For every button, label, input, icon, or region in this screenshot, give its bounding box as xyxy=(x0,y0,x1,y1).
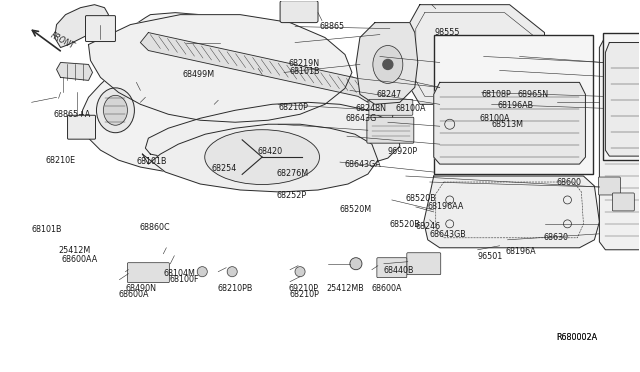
Text: 68100A: 68100A xyxy=(396,104,426,113)
Text: 98555: 98555 xyxy=(435,28,460,37)
Circle shape xyxy=(383,60,393,70)
Polygon shape xyxy=(145,102,400,172)
Text: 68600: 68600 xyxy=(556,178,581,187)
Text: 68499M: 68499M xyxy=(182,70,215,79)
Text: 68600AA: 68600AA xyxy=(61,255,98,264)
FancyBboxPatch shape xyxy=(377,258,407,278)
Text: 68248N: 68248N xyxy=(355,104,386,113)
Text: 68196AA: 68196AA xyxy=(428,202,463,211)
Text: FRONT: FRONT xyxy=(49,31,76,51)
Text: 68860C: 68860C xyxy=(140,223,170,232)
FancyBboxPatch shape xyxy=(598,177,620,195)
Polygon shape xyxy=(56,62,93,80)
FancyBboxPatch shape xyxy=(367,117,414,143)
Ellipse shape xyxy=(104,95,127,125)
Text: 68210PB: 68210PB xyxy=(218,284,253,293)
Text: 68100A: 68100A xyxy=(479,114,510,123)
Text: 25412M: 25412M xyxy=(58,246,90,255)
Text: 68108P: 68108P xyxy=(481,90,511,99)
Text: 68101B: 68101B xyxy=(290,67,321,76)
Text: R680002A: R680002A xyxy=(556,333,597,343)
Text: 68247: 68247 xyxy=(376,90,401,99)
Text: 68513M: 68513M xyxy=(491,121,523,129)
Circle shape xyxy=(197,267,207,277)
Text: 68210E: 68210E xyxy=(45,156,76,165)
FancyBboxPatch shape xyxy=(127,263,170,283)
FancyBboxPatch shape xyxy=(369,99,413,115)
Text: 68965N: 68965N xyxy=(518,90,549,99)
Polygon shape xyxy=(140,33,368,102)
Polygon shape xyxy=(142,124,378,192)
Bar xyxy=(434,35,593,174)
Text: 68643GB: 68643GB xyxy=(430,230,467,240)
Text: 68600A: 68600A xyxy=(371,284,401,293)
Text: 68865+A: 68865+A xyxy=(53,110,90,119)
Polygon shape xyxy=(88,15,352,122)
Polygon shape xyxy=(424,176,600,248)
Text: 68520B: 68520B xyxy=(390,220,420,229)
Text: 25412MB: 25412MB xyxy=(326,284,364,293)
Text: 68865: 68865 xyxy=(320,22,345,31)
Text: 68643G: 68643G xyxy=(346,114,377,123)
Text: 68643GA: 68643GA xyxy=(344,160,381,169)
Bar xyxy=(604,33,640,160)
Text: 96501: 96501 xyxy=(477,252,503,261)
Circle shape xyxy=(350,258,362,270)
Text: 68600A: 68600A xyxy=(119,290,149,299)
Text: R680002A: R680002A xyxy=(556,333,597,343)
Text: 68101B: 68101B xyxy=(137,157,167,166)
Text: 68440B: 68440B xyxy=(383,266,413,275)
Text: 68196AB: 68196AB xyxy=(497,101,534,110)
Ellipse shape xyxy=(97,88,134,133)
Polygon shape xyxy=(54,5,108,48)
Text: 68254: 68254 xyxy=(211,164,237,173)
Ellipse shape xyxy=(373,45,403,83)
Text: 96920P: 96920P xyxy=(387,147,417,155)
Text: 69210P: 69210P xyxy=(288,284,318,293)
Polygon shape xyxy=(600,36,640,250)
Text: 68252P: 68252P xyxy=(276,191,307,200)
FancyBboxPatch shape xyxy=(407,253,441,275)
Ellipse shape xyxy=(205,130,319,185)
Polygon shape xyxy=(410,5,545,104)
Text: 68100F: 68100F xyxy=(170,275,200,284)
Text: 68210P: 68210P xyxy=(278,103,308,112)
Circle shape xyxy=(227,267,237,277)
Text: 68630: 68630 xyxy=(543,232,568,242)
Text: 68219N: 68219N xyxy=(288,59,319,68)
Polygon shape xyxy=(83,13,393,174)
Circle shape xyxy=(295,267,305,277)
Polygon shape xyxy=(434,82,586,164)
FancyBboxPatch shape xyxy=(280,1,318,23)
Polygon shape xyxy=(356,23,418,104)
Text: 68246: 68246 xyxy=(416,222,441,231)
Text: 68520B: 68520B xyxy=(406,194,436,203)
Text: 68101B: 68101B xyxy=(31,225,62,234)
Text: 68276M: 68276M xyxy=(276,169,308,177)
FancyBboxPatch shape xyxy=(612,193,634,211)
Text: 68196A: 68196A xyxy=(505,247,536,256)
FancyBboxPatch shape xyxy=(68,115,95,139)
Text: 68490N: 68490N xyxy=(125,284,156,293)
Text: 68210P: 68210P xyxy=(290,290,320,299)
FancyBboxPatch shape xyxy=(86,16,115,42)
Text: 68104M: 68104M xyxy=(164,269,195,278)
Text: 68420: 68420 xyxy=(257,147,282,156)
Text: 68520M: 68520M xyxy=(339,205,371,214)
Polygon shape xyxy=(605,42,640,156)
